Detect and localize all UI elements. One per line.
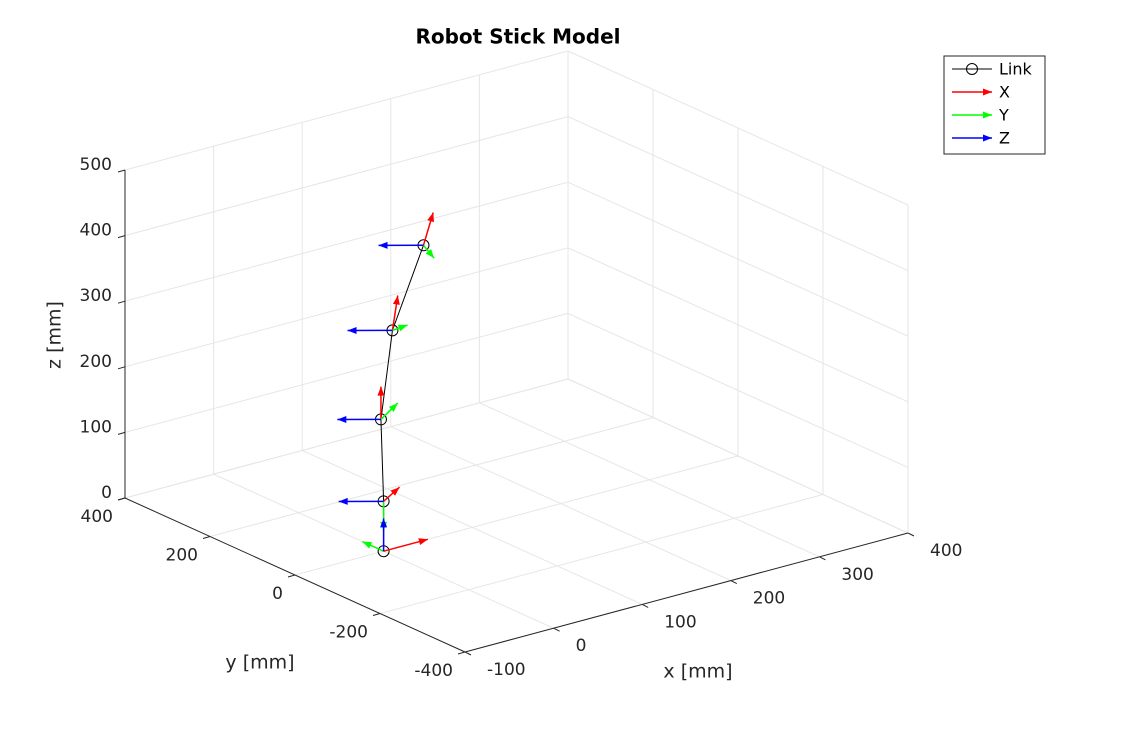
arrow-head xyxy=(362,541,372,549)
quiver-arrow xyxy=(422,244,435,259)
legend-label: Y xyxy=(998,106,1009,125)
legend-label: Link xyxy=(999,60,1033,79)
z-axis-label: z [mm] xyxy=(44,301,66,369)
z-tick xyxy=(117,431,126,435)
arrow-head xyxy=(392,295,400,305)
arrow-head xyxy=(983,111,992,119)
legend-label: X xyxy=(999,83,1010,102)
grid-line xyxy=(567,181,909,337)
grid-line xyxy=(294,455,739,576)
x-tick xyxy=(553,627,560,632)
z-tick-label: 400 xyxy=(80,221,112,241)
x-tick-label: 0 xyxy=(576,636,587,656)
quiver-arrow xyxy=(337,415,381,423)
legend-label: Z xyxy=(999,129,1010,148)
arrow-head xyxy=(338,497,348,505)
x-tick-label: 300 xyxy=(841,565,873,585)
legend-symbol xyxy=(966,63,978,75)
x-tick-label: 100 xyxy=(664,612,696,632)
arrow-head xyxy=(377,386,385,396)
quiver-arrow xyxy=(347,326,393,334)
z-tick-label: 300 xyxy=(80,286,112,306)
y-axis-label: y [mm] xyxy=(225,652,294,674)
grid-line xyxy=(567,116,909,272)
legend-symbol xyxy=(952,88,992,96)
quiver-arrow xyxy=(380,518,388,552)
quiver-arrow xyxy=(362,540,384,552)
quiver-arrow xyxy=(422,212,435,246)
quiver-arrow xyxy=(383,538,429,552)
quiver-arrow xyxy=(380,402,399,420)
grid-line xyxy=(124,116,569,237)
y-axis xyxy=(124,497,466,653)
y-tick xyxy=(372,613,381,616)
y-tick-label: 200 xyxy=(166,546,198,566)
legend-symbol xyxy=(952,134,992,142)
arrow-head xyxy=(397,324,408,332)
z-tick-label: 0 xyxy=(101,483,112,503)
quiver-arrow xyxy=(391,295,400,331)
arrow-head xyxy=(425,249,435,259)
arrow-head xyxy=(378,241,388,249)
quiver-arrow xyxy=(377,386,385,420)
z-tick-label: 200 xyxy=(80,352,112,372)
z-tick xyxy=(117,169,126,173)
x-tick-label: 200 xyxy=(753,589,785,609)
grid-line xyxy=(567,247,909,403)
z-tick-label: 500 xyxy=(80,155,112,175)
x-tick xyxy=(819,556,826,561)
quiver-arrow xyxy=(338,497,384,505)
arrow-head xyxy=(337,415,347,423)
grid-line xyxy=(124,378,569,499)
grid-line xyxy=(124,312,569,433)
grid-line xyxy=(124,247,569,368)
z-tick xyxy=(117,366,126,370)
y-tick xyxy=(202,536,211,539)
x-tick xyxy=(464,651,472,656)
x-tick-label: -100 xyxy=(487,660,526,680)
arrow-head xyxy=(427,212,435,223)
x-tick xyxy=(907,532,915,537)
y-tick-label: 400 xyxy=(81,507,113,527)
x-axis-label: x [mm] xyxy=(663,661,732,683)
x-axis xyxy=(464,532,909,653)
z-tick xyxy=(117,497,126,501)
chart-title: Robot Stick Model xyxy=(415,25,620,49)
arrow-head xyxy=(347,326,357,334)
grid-line xyxy=(209,417,654,537)
arrow-head xyxy=(983,134,992,142)
arrow-head xyxy=(390,487,400,496)
grid-line xyxy=(124,181,569,302)
grid-line xyxy=(379,494,824,614)
grid-line xyxy=(567,50,909,206)
x-tick xyxy=(730,580,738,585)
z-tick xyxy=(117,300,126,304)
grid-line xyxy=(567,378,909,534)
z-tick-label: 100 xyxy=(80,417,112,437)
legend-symbol xyxy=(952,111,992,119)
y-tick-label: 0 xyxy=(272,584,283,604)
arrow-head xyxy=(388,403,398,412)
x-tick xyxy=(641,603,649,608)
x-tick-label: 400 xyxy=(930,541,962,561)
arrow-head xyxy=(380,518,388,528)
quiver-arrow xyxy=(378,241,424,249)
y-tick xyxy=(457,651,466,655)
z-tick xyxy=(117,235,126,239)
y-tick xyxy=(287,574,296,578)
y-tick-label: -400 xyxy=(414,661,453,681)
arrow-head xyxy=(418,538,428,546)
grid-line xyxy=(124,50,569,171)
grid-line xyxy=(567,312,909,468)
quiver-arrow xyxy=(392,324,408,332)
arrow-head xyxy=(983,88,992,96)
y-tick-label: -200 xyxy=(329,623,368,643)
quiver-arrow xyxy=(383,486,401,502)
